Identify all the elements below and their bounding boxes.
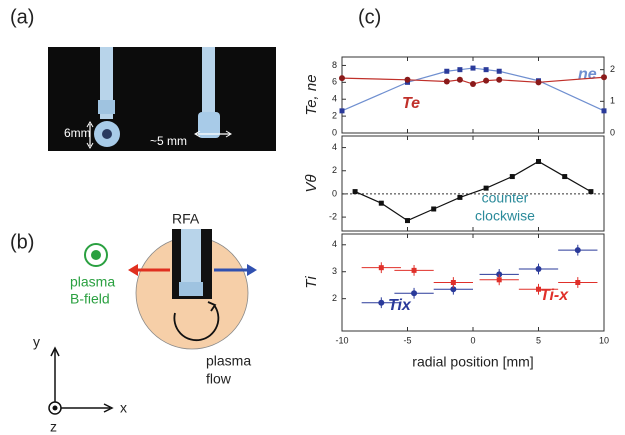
- y-axis-label: Vθ: [303, 174, 320, 192]
- size-label: 6mm: [64, 126, 91, 140]
- marker: [431, 206, 437, 212]
- y-tick-label: 3: [332, 266, 337, 276]
- marker: [483, 185, 489, 191]
- diagram: [48, 229, 257, 415]
- series-label: Te: [402, 95, 420, 112]
- marker: [450, 286, 457, 293]
- marker: [535, 266, 542, 273]
- marker: [496, 68, 502, 74]
- marker: [457, 67, 463, 73]
- y2-tick-label: 2: [610, 64, 615, 74]
- marker: [339, 75, 345, 82]
- marker: [483, 67, 489, 73]
- y2-tick-label: 1: [610, 96, 615, 106]
- y-tick-label: 0: [332, 127, 337, 137]
- y-axis-label: Ti: [303, 276, 320, 289]
- series-label: Ti-x: [540, 287, 569, 304]
- x-tick-label: 0: [470, 335, 475, 345]
- y-tick-label: 4: [332, 142, 337, 152]
- panel-label: (c): [358, 6, 381, 28]
- marker: [574, 247, 581, 254]
- marker: [378, 265, 384, 271]
- marker: [575, 280, 581, 285]
- marker: [404, 76, 411, 83]
- marker: [411, 290, 418, 297]
- annotation: counter: [482, 190, 529, 206]
- marker: [601, 108, 607, 114]
- y-tick-label: 2: [332, 110, 337, 120]
- marker: [378, 200, 384, 206]
- marker: [444, 68, 450, 74]
- annotation: clockwise: [475, 208, 535, 224]
- panel-label: (a): [10, 6, 34, 28]
- marker: [443, 78, 450, 85]
- marker: [352, 189, 358, 195]
- y-tick-label: 8: [332, 60, 337, 70]
- y-axis-label: Te, ne: [303, 74, 320, 115]
- photo: [48, 47, 276, 151]
- marker: [405, 218, 410, 224]
- marker: [470, 65, 476, 71]
- panel-label: (b): [10, 231, 34, 253]
- marker: [588, 189, 594, 195]
- y-tick-label: 4: [332, 239, 337, 249]
- axis-name: z: [50, 419, 57, 435]
- y-tick-label: -2: [329, 211, 337, 221]
- gap-label: ~5 mm: [150, 134, 187, 148]
- y-tick-label: 0: [332, 188, 337, 198]
- marker: [536, 158, 541, 164]
- field-label: plasma: [70, 274, 115, 290]
- marker: [509, 174, 515, 180]
- flow-label: plasma: [206, 353, 251, 369]
- marker: [496, 277, 502, 283]
- marker: [601, 74, 607, 81]
- series-line: [354, 160, 592, 222]
- marker: [483, 77, 490, 84]
- y-tick-label: 2: [332, 293, 337, 303]
- x-tick-label: -5: [403, 335, 411, 345]
- marker: [457, 194, 463, 200]
- plot-frame: [341, 135, 605, 232]
- series-label: ne: [578, 66, 597, 83]
- marker: [496, 76, 503, 83]
- marker: [456, 76, 463, 83]
- marker: [411, 267, 417, 273]
- x-tick-label: 5: [536, 335, 541, 345]
- marker: [450, 280, 456, 285]
- series-label: Tix: [388, 297, 412, 314]
- series-line: [341, 67, 605, 112]
- marker: [339, 108, 345, 114]
- flow-label: flow: [206, 371, 232, 387]
- field-label: B-field: [70, 291, 110, 307]
- marker: [470, 81, 476, 88]
- marker: [378, 299, 385, 306]
- x-tick-label: 10: [599, 335, 609, 345]
- probe-label: RFA: [172, 211, 200, 227]
- marker: [562, 174, 568, 180]
- y-tick-label: 6: [332, 77, 337, 87]
- axis-name: x: [120, 400, 127, 416]
- x-tick-label: -10: [335, 335, 348, 345]
- y2-tick-label: 0: [610, 127, 615, 137]
- marker: [536, 286, 541, 292]
- x-axis-label: radial position [mm]: [412, 354, 533, 370]
- y-tick-label: 4: [332, 94, 337, 104]
- marker: [535, 79, 542, 86]
- axis-name: y: [33, 334, 40, 350]
- y-tick-label: 2: [332, 165, 337, 175]
